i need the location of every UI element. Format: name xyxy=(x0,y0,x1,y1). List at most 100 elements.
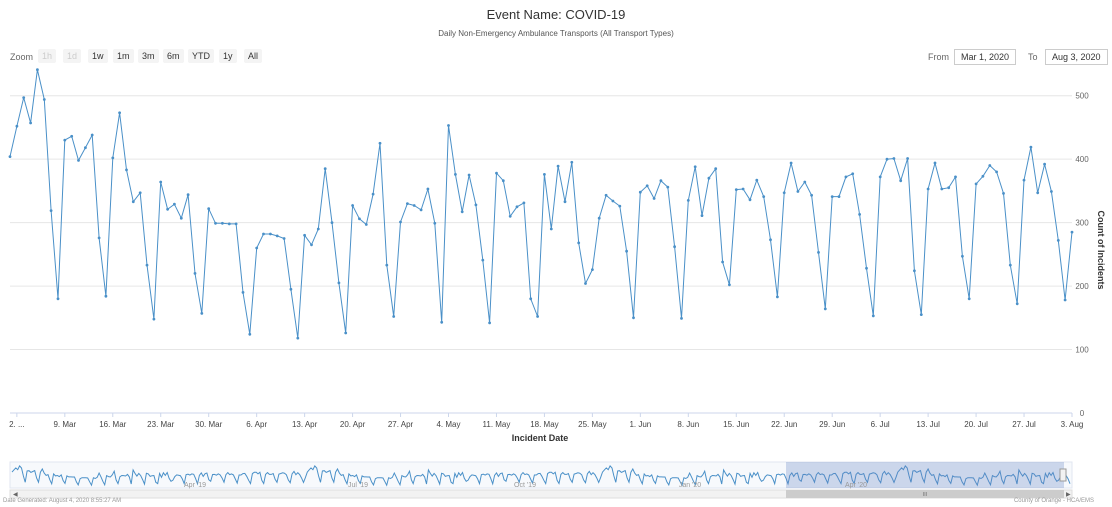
data-point[interactable] xyxy=(371,192,375,196)
data-point[interactable] xyxy=(837,195,841,199)
data-point[interactable] xyxy=(878,175,882,179)
data-point[interactable] xyxy=(597,216,601,220)
data-point[interactable] xyxy=(755,178,759,182)
data-point[interactable] xyxy=(344,331,348,335)
data-point[interactable] xyxy=(166,207,170,211)
data-point[interactable] xyxy=(303,233,306,237)
data-point[interactable] xyxy=(769,238,772,242)
data-point[interactable] xyxy=(97,236,101,240)
data-point[interactable] xyxy=(885,157,889,161)
data-point[interactable] xyxy=(296,336,300,340)
data-point[interactable] xyxy=(36,68,39,72)
data-point[interactable] xyxy=(419,208,423,212)
data-point[interactable] xyxy=(131,200,135,204)
data-point[interactable] xyxy=(1008,263,1012,267)
data-point[interactable] xyxy=(995,170,998,174)
data-point[interactable] xyxy=(508,214,512,218)
data-point[interactable] xyxy=(282,237,286,240)
data-point[interactable] xyxy=(385,263,389,267)
data-point[interactable] xyxy=(90,133,94,137)
scrollbar-thumb[interactable] xyxy=(786,490,1064,498)
data-point[interactable] xyxy=(700,214,704,218)
data-point[interactable] xyxy=(426,187,430,191)
zoom-button-3m[interactable]: 3m xyxy=(138,49,159,63)
data-point[interactable] xyxy=(207,207,211,211)
data-point[interactable] xyxy=(947,186,951,190)
data-point[interactable] xyxy=(8,155,12,159)
data-point[interactable] xyxy=(1029,145,1033,149)
data-point[interactable] xyxy=(673,245,676,249)
data-point[interactable] xyxy=(289,287,293,291)
data-point[interactable] xyxy=(467,173,471,177)
data-point[interactable] xyxy=(1022,178,1026,182)
data-point[interactable] xyxy=(721,260,724,264)
data-point[interactable] xyxy=(330,221,334,225)
data-point[interactable] xyxy=(193,272,197,275)
navigator-handle-right[interactable] xyxy=(1059,468,1067,482)
data-point[interactable] xyxy=(611,199,615,203)
data-point[interactable] xyxy=(693,165,697,169)
data-point[interactable] xyxy=(118,111,121,115)
data-point[interactable] xyxy=(1056,239,1060,242)
zoom-button-all[interactable]: All xyxy=(244,49,263,63)
data-point[interactable] xyxy=(56,297,60,301)
data-point[interactable] xyxy=(940,187,944,191)
data-point[interactable] xyxy=(830,195,834,199)
data-point[interactable] xyxy=(789,161,793,165)
data-point[interactable] xyxy=(49,209,53,213)
zoom-button-1w[interactable]: 1w xyxy=(88,49,108,63)
data-point[interactable] xyxy=(638,190,642,194)
data-point[interactable] xyxy=(440,320,444,324)
data-point[interactable] xyxy=(522,201,526,205)
data-point[interactable] xyxy=(652,197,656,200)
data-point[interactable] xyxy=(125,168,128,172)
data-point[interactable] xyxy=(241,291,245,294)
data-point[interactable] xyxy=(454,173,457,176)
scrollbar-right-arrow[interactable]: ▶ xyxy=(1066,492,1071,498)
data-point[interactable] xyxy=(364,223,368,226)
range-to-input[interactable]: Aug 3, 2020 xyxy=(1045,49,1108,65)
data-point[interactable] xyxy=(782,191,786,195)
data-point[interactable] xyxy=(1043,162,1046,166)
data-point[interactable] xyxy=(63,138,67,142)
data-point[interactable] xyxy=(871,314,875,318)
data-point[interactable] xyxy=(844,175,848,179)
data-point[interactable] xyxy=(248,332,252,336)
data-point[interactable] xyxy=(15,124,19,128)
data-point[interactable] xyxy=(645,184,649,188)
data-point[interactable] xyxy=(29,121,32,125)
data-point[interactable] xyxy=(563,200,567,204)
data-point[interactable] xyxy=(111,156,115,160)
data-point[interactable] xyxy=(275,234,279,238)
data-point[interactable] xyxy=(851,172,855,176)
data-point[interactable] xyxy=(179,216,183,220)
zoom-button-1y[interactable]: 1y xyxy=(219,49,237,63)
zoom-button-6m[interactable]: 6m xyxy=(163,49,184,63)
data-point[interactable] xyxy=(1002,192,1005,195)
data-point[interactable] xyxy=(556,164,560,168)
data-point[interactable] xyxy=(351,204,354,207)
data-point[interactable] xyxy=(796,190,800,193)
data-point[interactable] xyxy=(536,315,539,318)
data-point[interactable] xyxy=(584,282,587,285)
data-point[interactable] xyxy=(1015,302,1019,306)
data-point[interactable] xyxy=(666,185,670,189)
data-point[interactable] xyxy=(234,222,238,226)
zoom-button-ytd[interactable]: YTD xyxy=(188,49,214,63)
data-point[interactable] xyxy=(70,134,74,138)
data-point[interactable] xyxy=(776,295,779,299)
data-point[interactable] xyxy=(865,266,868,270)
scrollbar-track[interactable] xyxy=(9,489,1073,499)
data-point[interactable] xyxy=(741,187,745,191)
data-point[interactable] xyxy=(707,176,711,180)
data-point[interactable] xyxy=(84,146,87,150)
data-point[interactable] xyxy=(227,222,231,226)
data-point[interactable] xyxy=(734,188,738,192)
data-point[interactable] xyxy=(659,179,663,183)
data-point[interactable] xyxy=(412,204,416,207)
data-point[interactable] xyxy=(906,157,909,160)
data-point[interactable] xyxy=(549,227,553,231)
data-point[interactable] xyxy=(495,171,498,175)
data-point[interactable] xyxy=(728,283,731,287)
data-point[interactable] xyxy=(152,317,156,321)
